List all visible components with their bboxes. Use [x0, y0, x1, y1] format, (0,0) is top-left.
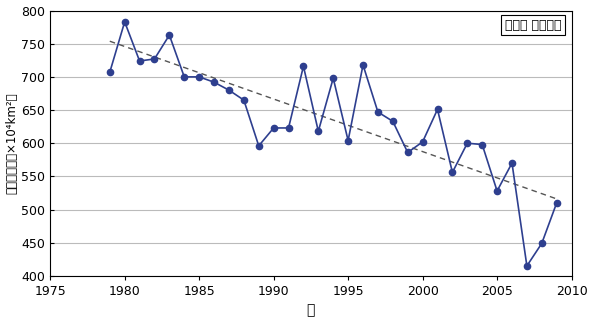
Text: 北極域 年最小値: 北極域 年最小値 [505, 18, 561, 32]
X-axis label: 年: 年 [307, 303, 315, 318]
Y-axis label: 海氷域面積（×10⁴km²）: 海氷域面積（×10⁴km²） [5, 92, 18, 194]
